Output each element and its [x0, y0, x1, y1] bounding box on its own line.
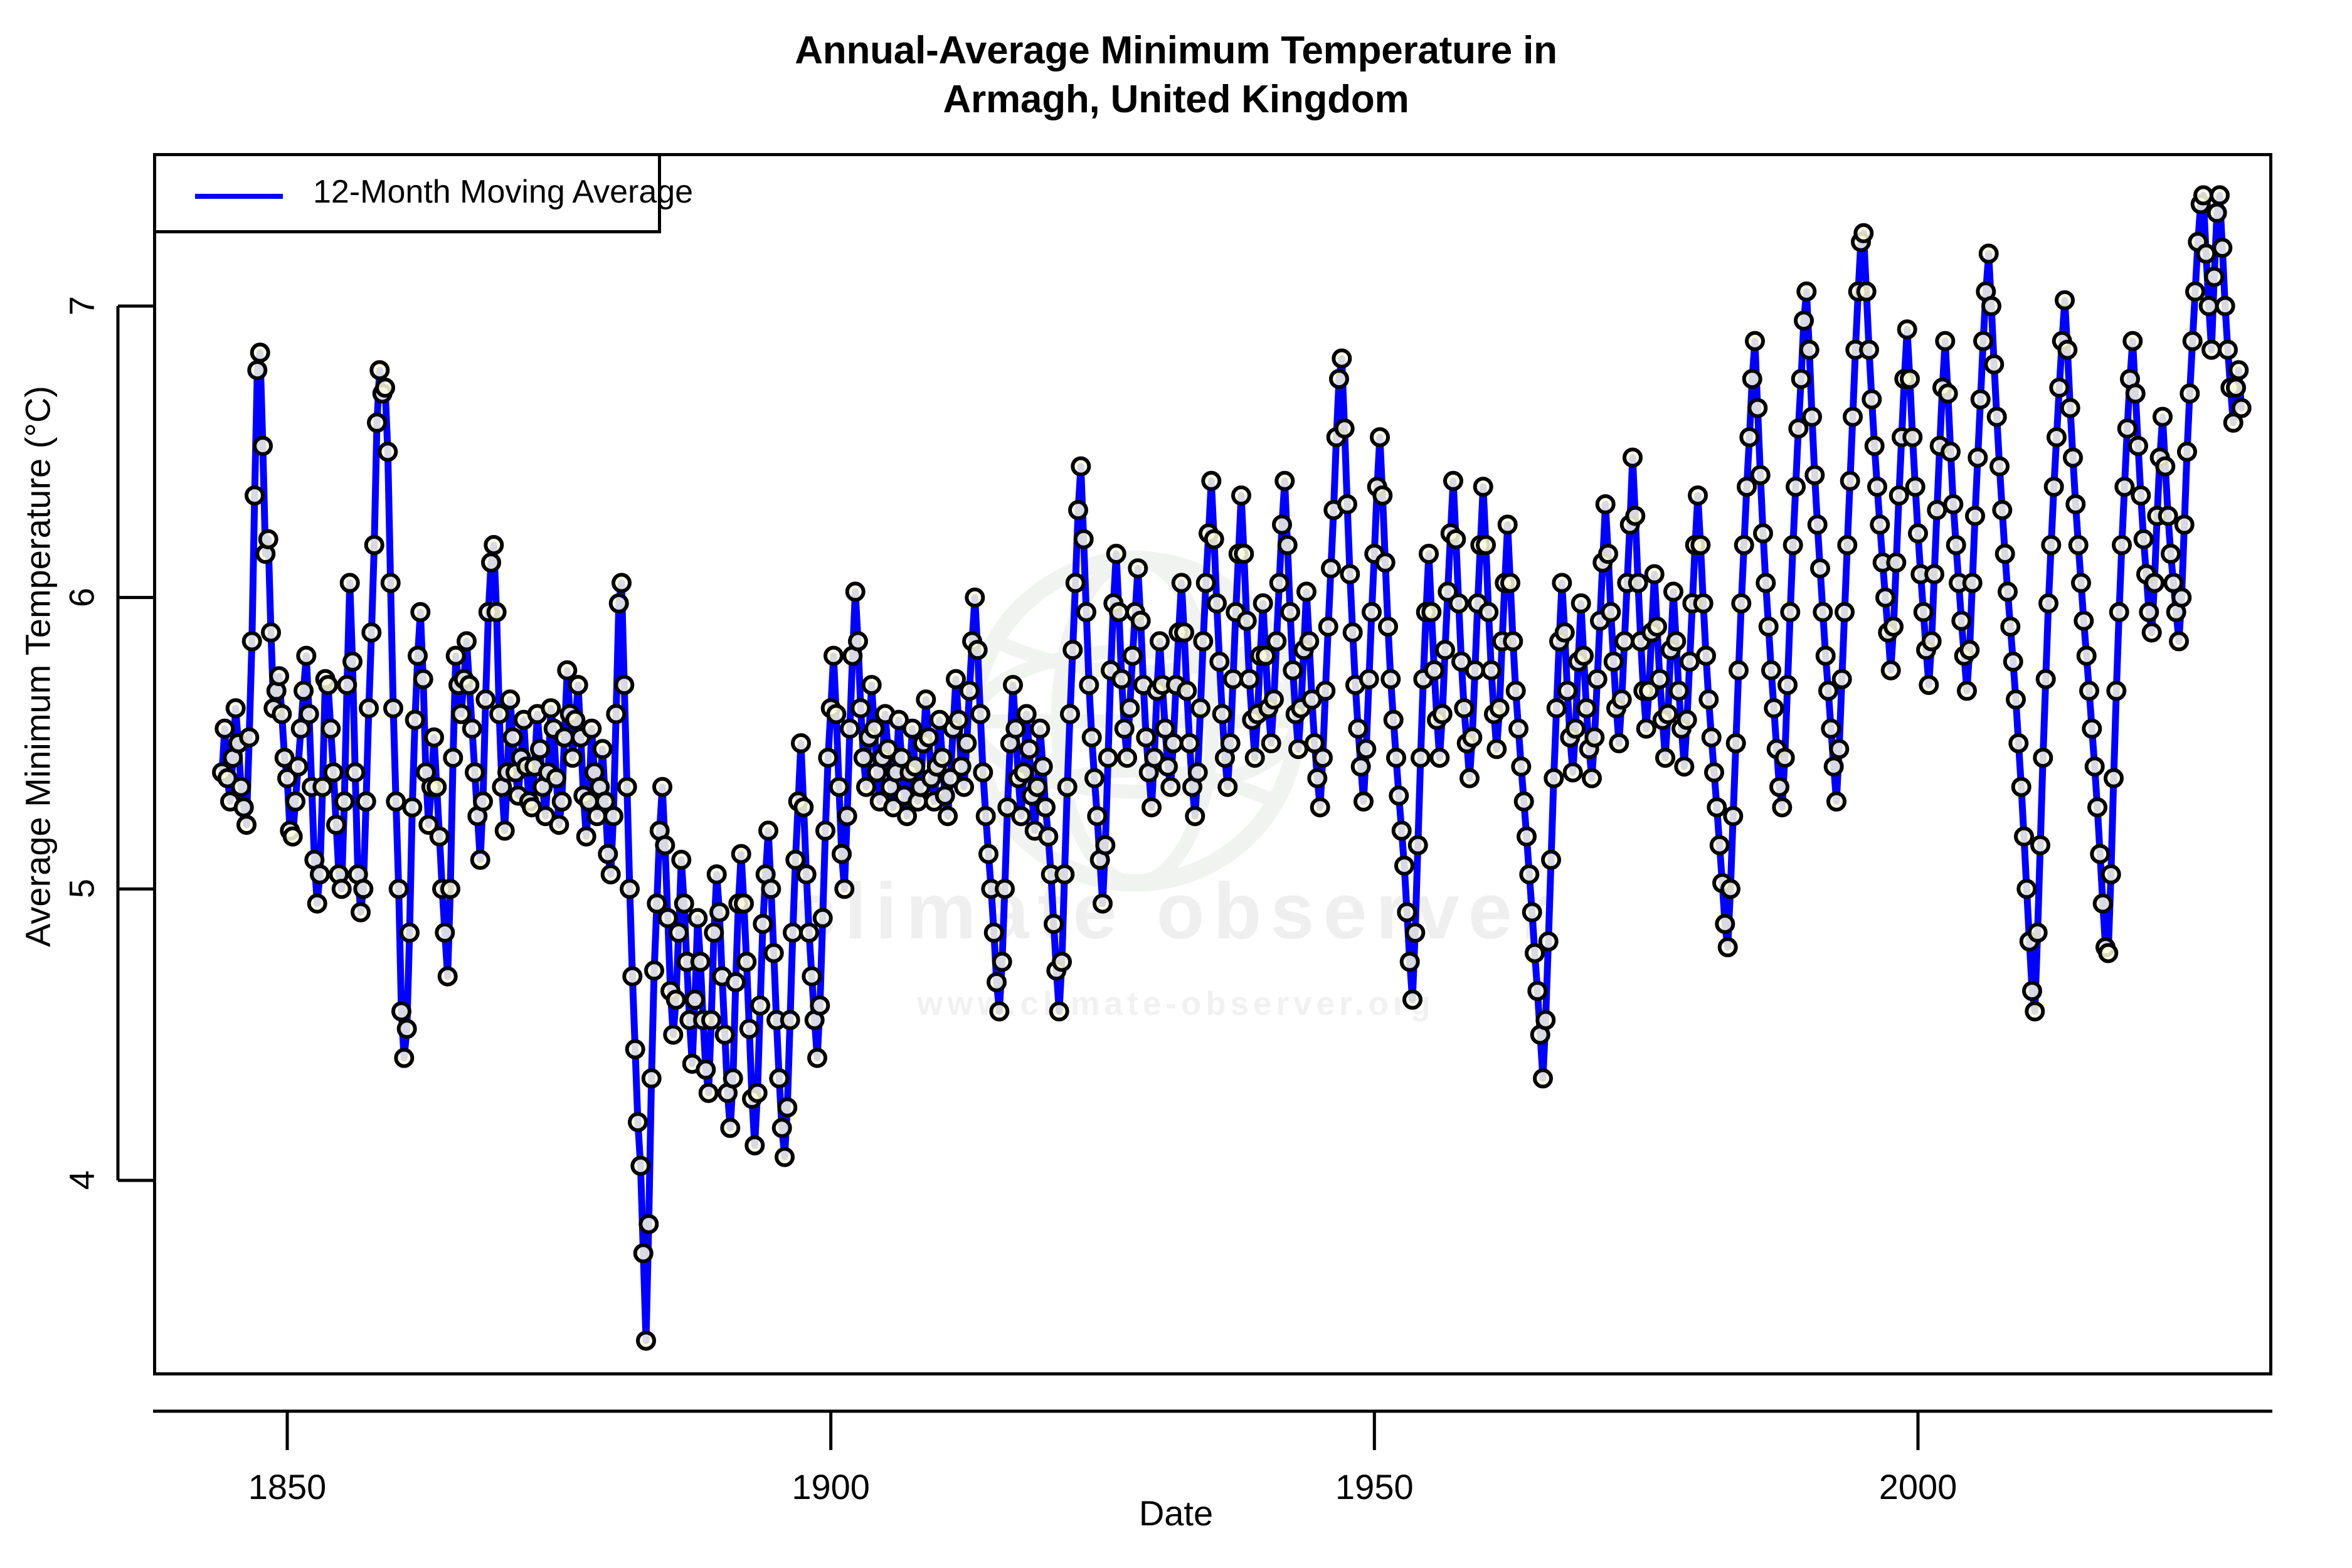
chart-title: Annual-Average Minimum Temperature in Ar… — [0, 26, 2352, 124]
chart-title-line2: Armagh, United Kingdom — [943, 78, 1409, 121]
x-tick-label: 2000 — [1878, 1467, 1957, 1507]
series-12-month-moving-average — [212, 185, 2252, 1351]
y-tick-label: 7 — [61, 295, 102, 316]
y-tick-label: 6 — [61, 587, 102, 607]
legend-label: 12-Month Moving Average — [313, 174, 694, 210]
y-tick-label: 5 — [61, 879, 102, 899]
chart-title-line1: Annual-Average Minimum Temperature in — [795, 29, 1557, 72]
legend: 12-Month Moving Average — [153, 153, 693, 233]
axis-layer — [116, 304, 2272, 1450]
legend-line-swatch — [195, 194, 283, 199]
plot-frame — [153, 153, 2272, 1375]
x-tick-label: 1850 — [248, 1467, 327, 1507]
series-markers — [212, 185, 2252, 1351]
y-tick-label: 4 — [61, 1170, 102, 1190]
y-axis-label: Average Minimum Temperature (°C) — [18, 386, 58, 947]
x-axis-label: Date — [1138, 1493, 1214, 1533]
x-tick-label: 1900 — [792, 1467, 870, 1507]
x-tick-label: 1950 — [1335, 1467, 1414, 1507]
